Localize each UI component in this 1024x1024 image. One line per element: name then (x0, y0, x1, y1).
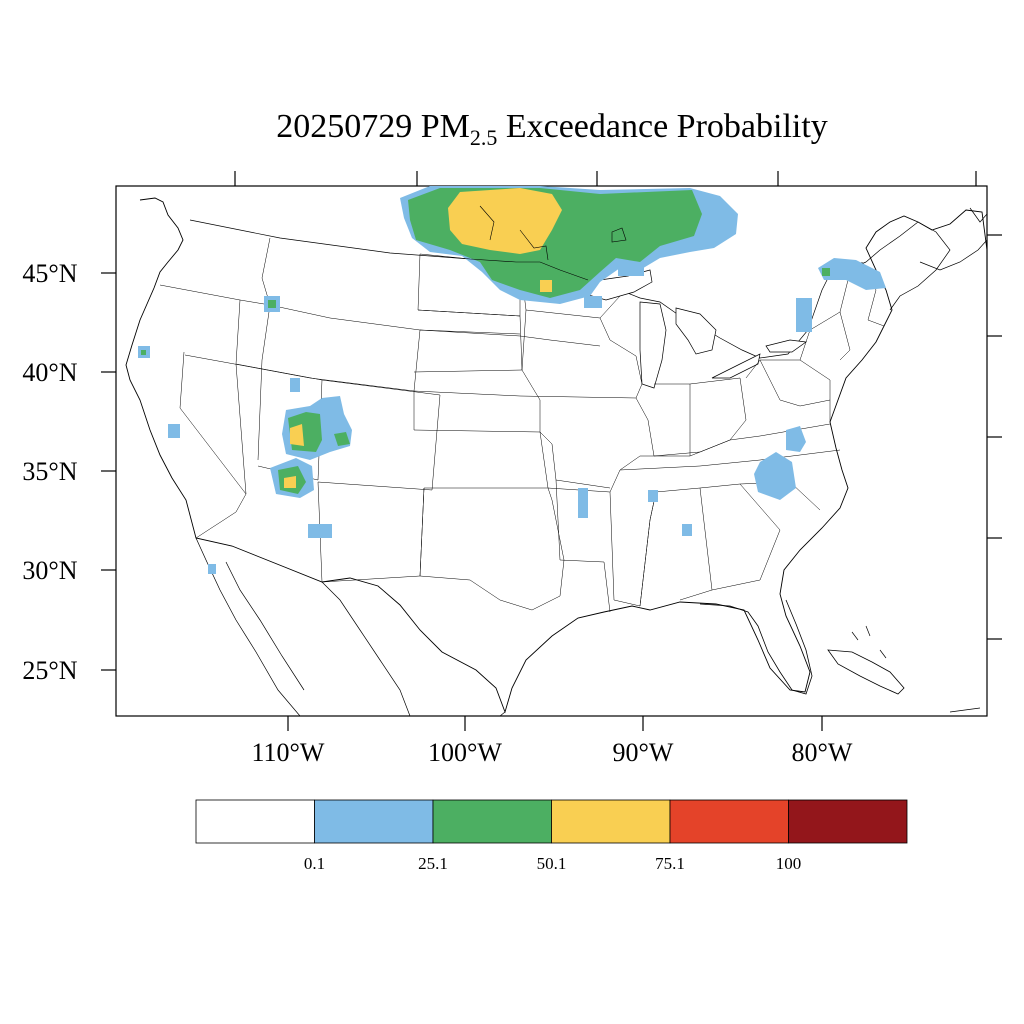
legend-label-2: 50.1 (537, 854, 567, 873)
legend-label-3: 75.1 (655, 854, 685, 873)
prob-patch-ontario (618, 264, 644, 276)
lat-label-40: 40°N (22, 358, 77, 387)
prob-patch-idaho-green (268, 300, 276, 308)
legend-label-4: 100 (776, 854, 802, 873)
prob-area-arizona-yellow (284, 476, 296, 488)
map-content (125, 186, 987, 716)
atlantic-canada (865, 207, 987, 311)
lat-label-30: 30°N (22, 556, 77, 585)
prob-patch-utah-north (290, 378, 300, 392)
legend-swatch-1 (314, 799, 434, 844)
prob-patch-new-mexico (308, 524, 332, 538)
lon-label-90: 90°W (613, 738, 674, 767)
legend-swatch-0 (195, 799, 315, 844)
lake-michigan (639, 301, 667, 389)
legend-label-1: 25.1 (418, 854, 448, 873)
lon-label-80: 80°W (792, 738, 853, 767)
prob-area-southwest-yellow (290, 424, 304, 446)
prob-patch-michigan (584, 296, 602, 308)
prob-patch-ny (796, 298, 812, 332)
legend-swatch-4 (669, 799, 789, 844)
lake-erie (711, 353, 761, 379)
page-title: 20250729 PM2.5 Exceedance Probability (0, 108, 1024, 151)
color-legend: 0.1 25.1 50.1 75.1 100 (195, 799, 908, 873)
map-ticks (101, 171, 1002, 731)
border-overlay (419, 205, 627, 281)
florida-coast (699, 599, 813, 695)
lake-ontario (765, 339, 807, 353)
prob-patch-alabama (682, 524, 692, 536)
prob-area-north-central-yellow (448, 188, 562, 254)
cuba (827, 649, 905, 695)
legend-swatch-2 (432, 799, 552, 844)
lat-label-45: 45°N (22, 259, 77, 288)
prob-patch-new-england-green (822, 268, 830, 276)
probability-shading (138, 186, 886, 574)
prob-patch-miss (648, 490, 658, 502)
prob-area-north-central-yellow-2 (540, 280, 552, 292)
title-suffix: Exceedance Probability (505, 108, 828, 145)
lake-huron (675, 307, 717, 355)
lon-label-100: 100°W (428, 738, 502, 767)
lat-label-35: 35°N (22, 457, 77, 486)
mexico-outline (195, 537, 506, 716)
legend-label-0: 0.1 (304, 854, 325, 873)
legend-swatch-5 (788, 799, 908, 844)
prob-area-appalachian-2 (754, 452, 796, 500)
title-date: 20250729 (276, 108, 413, 145)
us-outline (125, 197, 987, 714)
title-species: PM (420, 108, 470, 145)
prob-area-new-england (818, 258, 886, 290)
prob-patch-socal (208, 564, 216, 574)
lat-label-25: 25°N (22, 656, 77, 685)
title-species-subscript: 2.5 (469, 124, 498, 150)
prob-patch-arkansas (578, 488, 588, 518)
legend-swatch-3 (551, 799, 671, 844)
lon-label-110: 110°W (252, 738, 325, 767)
lake-superior (577, 269, 653, 301)
prob-area-colorado-green (334, 432, 350, 446)
prob-area-appalachian-1 (786, 426, 806, 452)
prob-patch-ncal-green (141, 350, 146, 355)
prob-patch-nevada (168, 424, 180, 438)
bahamas (851, 625, 981, 713)
